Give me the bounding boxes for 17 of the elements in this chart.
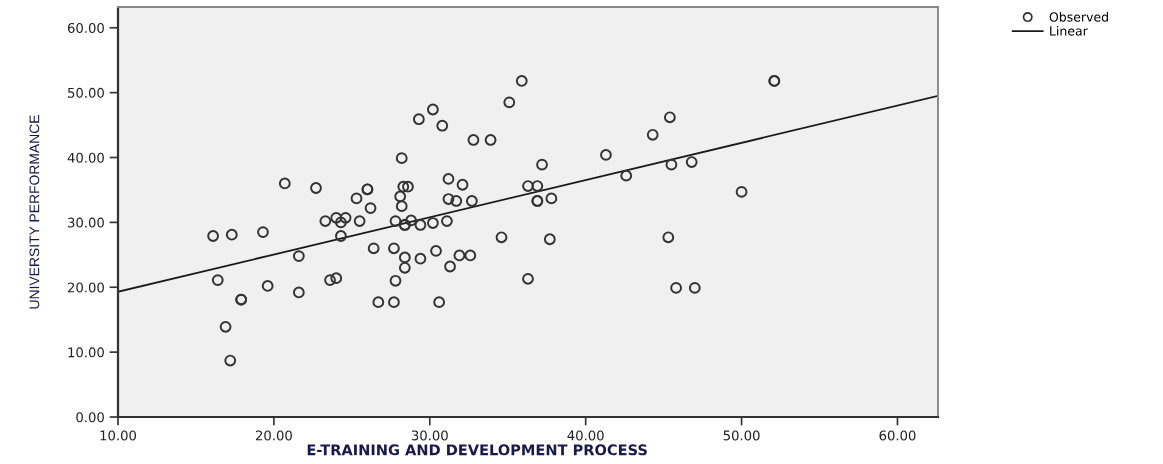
x-tick-label: 20.00 (255, 430, 292, 441)
x-axis-title: E-TRAINING AND DEVELOPMENT PROCESS (307, 444, 647, 456)
y-tick-label: 60.00 (67, 22, 104, 33)
x-tick-label: 10.00 (100, 430, 137, 441)
legend-label: Observed (1049, 12, 1108, 22)
legend-label: Linear (1050, 25, 1088, 36)
x-tick-label: 50.00 (723, 430, 760, 441)
y-tick-label: 50.00 (68, 87, 104, 98)
y-tick-label: 30.00 (68, 217, 104, 228)
x-tick-label: 60.00 (879, 430, 916, 441)
y-axis-title: UNIVERSITY PERFORMANCE (29, 115, 40, 309)
y-tick-label: 40.00 (67, 152, 104, 163)
x-tick-label: 40.00 (567, 430, 604, 441)
y-tick-label: 0.00 (76, 412, 104, 423)
y-tick-label: 10.00 (68, 347, 104, 358)
y-tick-label: 20.00 (68, 282, 104, 293)
x-tick-label: 30.00 (411, 430, 448, 441)
